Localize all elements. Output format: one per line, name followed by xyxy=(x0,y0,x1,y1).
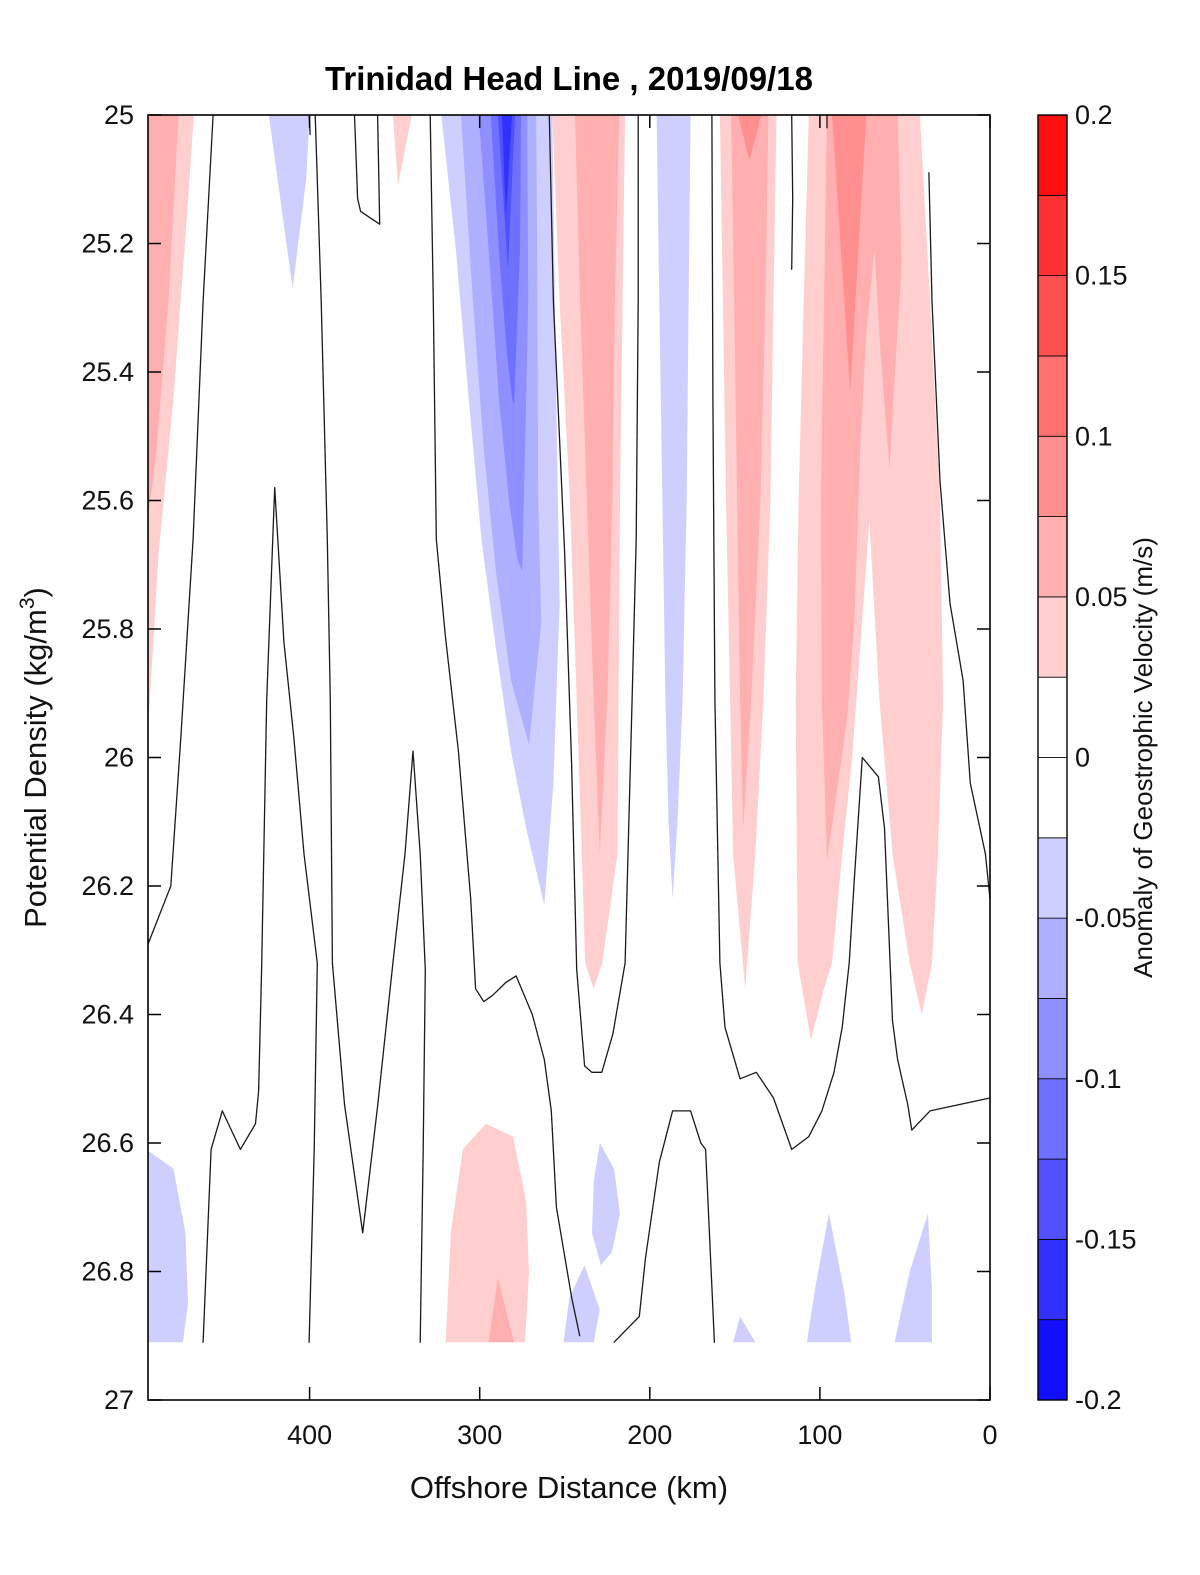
contour-region-bottom-left-blue xyxy=(148,1150,188,1343)
colorbar-segment xyxy=(1037,676,1068,758)
colorbar-segment xyxy=(1037,114,1068,196)
zero-contour-z-gap-band1 xyxy=(548,115,639,1073)
zero-contour-layer xyxy=(148,115,990,1343)
colorbar-border xyxy=(1037,114,1068,1401)
y-tick-label: 26 xyxy=(104,743,134,773)
zero-contour-z-left xyxy=(148,115,214,946)
zero-contour-z-right-curve xyxy=(928,172,990,900)
axes-layer: 400 300 200 100 0 25 25.2 25.4 25.6 25.8 26 26.2 26.… xyxy=(16,100,998,1450)
contour-region-big-pink-core xyxy=(832,115,867,392)
colorbar-tick-label: -0.05 xyxy=(1075,903,1137,933)
colorbar-tick-label: 0.1 xyxy=(1075,421,1113,451)
colorbar-segment xyxy=(1037,516,1068,598)
zero-contour-z-blue-left xyxy=(429,115,581,1337)
zero-contour-z-narrow-u xyxy=(353,115,381,225)
contour-region-bottom-blue-2 xyxy=(563,1265,600,1343)
contour-region-band1-pink-inner xyxy=(575,115,620,854)
x-tick-label: 200 xyxy=(627,1420,672,1450)
colorbar-segment xyxy=(1037,194,1068,277)
y-tick-label: 25.6 xyxy=(81,486,134,516)
colorbar: 0.2 0.15 0.1 0.05 0 -0.05 -0.1 -0.15 -0.2 Anomaly… xyxy=(1037,100,1158,1415)
contour-region-bottom-pink-blob xyxy=(445,1123,529,1343)
contour-region-surface-blue-wedge xyxy=(268,115,310,289)
y-tick-label: 25 xyxy=(104,100,134,130)
colorbar-segment xyxy=(1037,998,1068,1080)
colorbar-segment xyxy=(1037,435,1068,517)
colorbar-tick-label: 0 xyxy=(1075,743,1090,773)
x-tick-label: 300 xyxy=(457,1420,502,1450)
contour-region-band3-pink-core xyxy=(738,115,762,160)
colorbar-tick-label: 0.05 xyxy=(1075,582,1128,612)
zero-contour-z-mid-long xyxy=(314,115,426,1343)
y-tick-label: 26.6 xyxy=(81,1128,134,1158)
contour-region-big-pink-inner xyxy=(820,115,902,861)
contour-region-bottom-blue-diamond xyxy=(592,1143,620,1266)
chart-title: Trinidad Head Line , 2019/09/18 xyxy=(325,60,813,97)
y-tick-label: 26.2 xyxy=(81,871,134,901)
y-tick-label: 25.8 xyxy=(81,614,134,644)
colorbar-segment xyxy=(1037,837,1068,919)
zero-contour-z-mesa xyxy=(613,1110,716,1343)
y-tick-label: 25.4 xyxy=(81,357,134,387)
zero-contour-z-hanging xyxy=(791,115,794,270)
contour-region-bottom-blue-4 xyxy=(806,1213,852,1343)
y-tick-label: 25.2 xyxy=(81,229,134,259)
colorbar-segment xyxy=(1037,355,1068,437)
contour-region-bottom-pink-core xyxy=(488,1277,515,1343)
colorbar-segment xyxy=(1037,917,1068,999)
zero-contour-z-peak-b xyxy=(202,486,318,1343)
colorbar-segment xyxy=(1037,1238,1068,1321)
y-axis-label: Potential Density (kg/m3) xyxy=(16,587,53,928)
contour-region-bottom-blue-3 xyxy=(733,1316,756,1343)
x-tick-label: 0 xyxy=(982,1420,997,1450)
colorbar-segment xyxy=(1037,1078,1068,1160)
colorbar-segment xyxy=(1037,1158,1068,1240)
y-tick-label: 26.8 xyxy=(81,1257,134,1287)
colorbar-segment xyxy=(1037,757,1068,839)
colorbar-tick-label: -0.1 xyxy=(1075,1064,1122,1094)
contour-region-band3-pink-inner xyxy=(731,115,769,829)
colorbar-tick-label: -0.15 xyxy=(1075,1224,1137,1254)
colorbar-segment xyxy=(1037,275,1068,357)
contour-region-band2-blue xyxy=(656,115,691,899)
colorbar-label: Anomaly of Geostrophic Velocity (m/s) xyxy=(1128,537,1158,978)
y-tick-label: 27 xyxy=(104,1385,134,1415)
contour-region-core-blue-4 xyxy=(490,115,521,405)
colorbar-tick-label: 0.2 xyxy=(1075,100,1113,130)
colorbar-tick-label: 0.15 xyxy=(1075,261,1128,291)
contour-region-core-blue-6 xyxy=(502,115,512,218)
x-axis-label: Offshore Distance (km) xyxy=(409,1470,729,1505)
y-tick-label: 26.4 xyxy=(81,1000,134,1030)
x-tick-label: 100 xyxy=(797,1420,842,1450)
contour-region-bottom-blue-5 xyxy=(894,1213,932,1343)
colorbar-tick-label: -0.2 xyxy=(1075,1385,1122,1415)
contour-fill-layer xyxy=(148,115,944,1343)
contour-region-small-pink-wedge xyxy=(392,115,412,186)
contour-region-left-pink-inner xyxy=(148,115,179,520)
zero-contour-z-meander-right xyxy=(711,115,990,1151)
colorbar-segment xyxy=(1037,1319,1068,1401)
x-tick-label: 400 xyxy=(287,1420,332,1450)
colorbar-segment xyxy=(1037,596,1068,678)
